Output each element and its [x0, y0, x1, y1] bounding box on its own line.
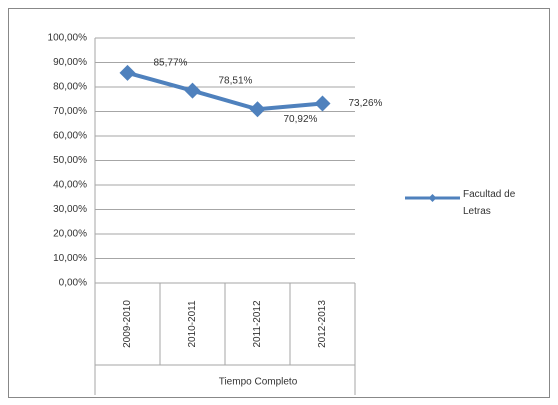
x-tick-label: 2009-2010: [122, 300, 133, 348]
y-tick-label: 80,00%: [53, 82, 87, 93]
y-tick-label: 60,00%: [53, 131, 87, 142]
y-tick-label: 100,00%: [48, 33, 88, 44]
y-tick-label: 50,00%: [53, 155, 87, 166]
point-marker: [119, 64, 136, 81]
point-marker: [314, 95, 331, 112]
x-tick-label: 2012-2013: [317, 300, 328, 348]
legend-label: Facultad de Letras: [463, 189, 516, 217]
y-tick-label: 40,00%: [53, 180, 87, 191]
y-tick-label: 90,00%: [53, 57, 87, 68]
data-label: 78,51%: [219, 75, 253, 86]
y-tick-label: 70,00%: [53, 106, 87, 117]
legend-marker: [428, 194, 437, 202]
data-label: 85,77%: [154, 58, 188, 69]
group-label: Tiempo Completo: [219, 377, 298, 388]
x-tick-label: 2010-2011: [187, 300, 198, 348]
chart-border: [8, 8, 550, 398]
data-label: 73,26%: [349, 98, 383, 109]
y-tick-label: 0,00%: [59, 278, 87, 289]
y-tick-label: 20,00%: [53, 229, 87, 240]
point-marker: [184, 82, 201, 99]
series-line: [126, 70, 323, 112]
data-label: 70,92%: [284, 114, 318, 125]
point-marker: [249, 101, 266, 118]
y-tick-label: 30,00%: [53, 204, 87, 215]
x-tick-label: 2011-2012: [252, 300, 263, 348]
y-tick-label: 10,00%: [53, 253, 87, 264]
